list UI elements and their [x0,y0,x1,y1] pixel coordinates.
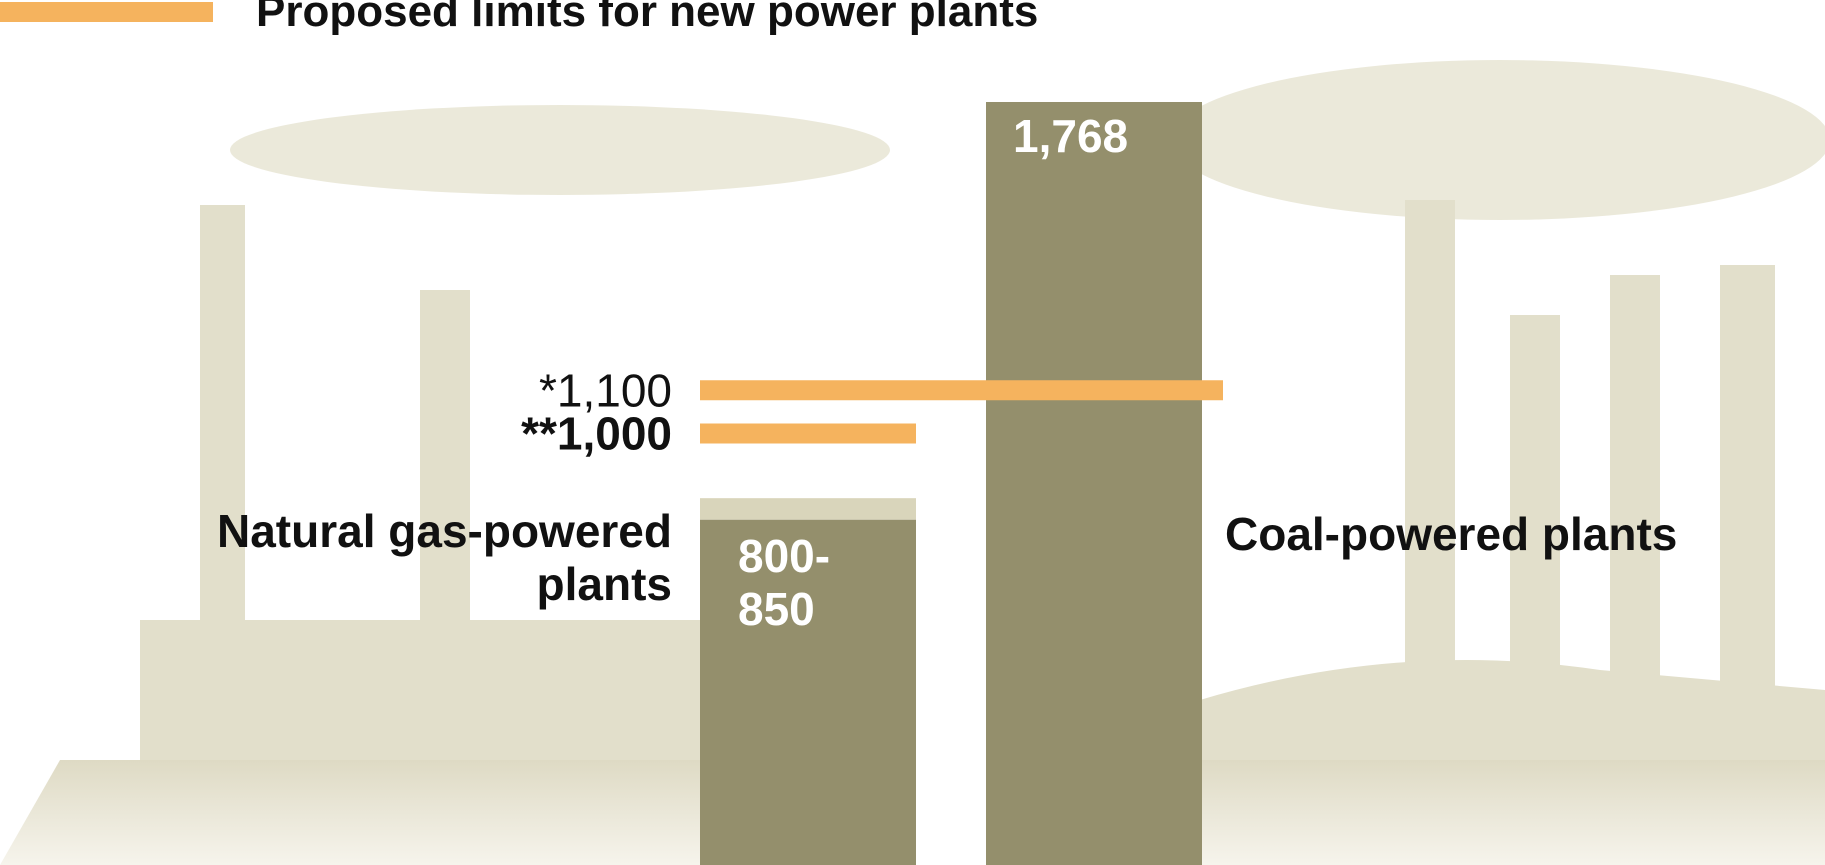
legend-label: Proposed limits for new power plants [256,0,1038,36]
category-label: Coal-powered plants [1225,508,1678,560]
value-label: 800-850 [738,530,831,635]
limit-label: *1,100 [539,364,672,416]
category-label: Natural gas-powered plants [217,505,672,610]
background-silhouette [0,60,1825,865]
limit-label: **1,000 [521,407,672,459]
value-label: 1,768 [1013,110,1128,162]
bar-range [700,498,916,520]
bar [986,102,1202,865]
bar [700,519,916,865]
